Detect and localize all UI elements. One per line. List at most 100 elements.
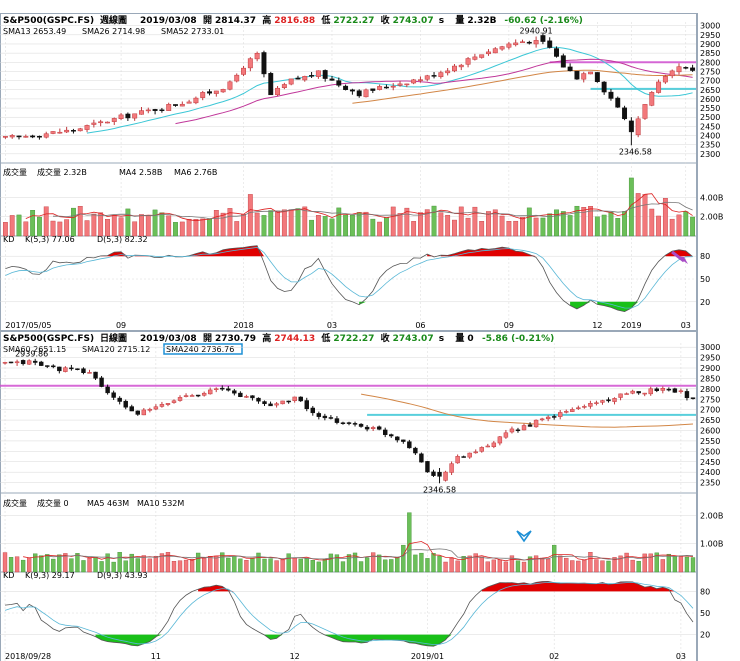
daily-candle <box>449 463 454 473</box>
daily-candle <box>57 366 62 372</box>
weekly-candle <box>601 81 607 93</box>
weekly-volume-bar <box>152 209 158 237</box>
weekly-volume-bar <box>57 221 63 237</box>
daily-candle <box>316 413 322 417</box>
weekly-candle <box>200 92 206 98</box>
daily-volume-bar <box>20 559 26 573</box>
daily-candle <box>81 368 86 373</box>
weekly-volume-bar <box>690 216 696 237</box>
weekly-volume-bar <box>533 217 539 237</box>
daily-volume-bar <box>389 559 394 573</box>
daily-candle <box>207 389 213 395</box>
weekly-candle <box>77 128 83 132</box>
daily-candle <box>642 392 647 395</box>
weekly-candle <box>179 103 185 107</box>
weekly-kd-ytick: 50 <box>700 275 710 284</box>
weekly-volume-bar <box>302 206 308 237</box>
daily-annotation-1: 2346.58 <box>423 485 456 494</box>
daily-volume-bar <box>491 559 496 573</box>
daily-volume-bar <box>576 560 581 573</box>
daily-candle <box>328 417 334 419</box>
daily-volume-bar <box>304 558 309 573</box>
daily-volume-bar <box>545 558 551 573</box>
weekly-volume-bar <box>397 213 403 237</box>
daily-candle <box>648 388 653 395</box>
daily-candle <box>594 402 599 404</box>
weekly-header-close: 2743.07 <box>393 16 434 26</box>
daily-candle <box>606 399 611 402</box>
weekly-candle <box>2 136 8 138</box>
weekly-candle <box>43 133 49 138</box>
daily-volume-bar <box>618 555 623 573</box>
weekly-vol-legend-0: 成交量 <box>3 167 27 177</box>
weekly-candle <box>377 86 383 90</box>
weekly-volume-bar <box>547 213 553 237</box>
daily-volume-bar <box>292 557 297 573</box>
weekly-candle <box>152 109 158 111</box>
daily-volume-bar <box>268 558 273 573</box>
weekly-volume-bar <box>424 209 430 237</box>
weekly-candle <box>36 135 42 138</box>
daily-candles <box>2 358 696 484</box>
weekly-header-open_label: 開 <box>203 15 212 26</box>
weekly-candle <box>649 92 655 106</box>
daily-candle <box>666 388 672 391</box>
daily-volume-bar <box>600 560 605 573</box>
daily-volume-bar <box>129 553 134 573</box>
weekly-volume-bar <box>159 212 165 237</box>
weekly-volume-bar <box>601 214 607 237</box>
daily-volume-bar <box>624 552 629 573</box>
weekly-candle <box>690 67 696 71</box>
daily-volume-bar <box>401 544 406 573</box>
daily-candle <box>99 377 104 387</box>
weekly-volume-bar <box>499 215 505 237</box>
daily-candle <box>147 408 153 411</box>
daily-volume-bar <box>147 558 153 573</box>
daily-ytick: 2700 <box>700 406 720 415</box>
weekly-volume-bar <box>309 219 314 237</box>
daily-volume-bar <box>358 561 364 573</box>
weekly-volume-bar <box>275 210 280 237</box>
weekly-candle <box>254 52 260 60</box>
daily-candle <box>334 418 340 423</box>
weekly-ytick: 2350 <box>700 141 720 150</box>
daily-ma-line-0 <box>361 393 694 428</box>
daily-candle <box>39 361 44 366</box>
daily-vol-legend-2: MA5 463M <box>87 499 129 508</box>
daily-candle <box>26 360 32 365</box>
weekly-candle <box>329 78 335 81</box>
weekly-volume-bar <box>186 218 192 237</box>
daily-candle <box>401 439 406 442</box>
daily-header-date: 2019/03/08 <box>140 334 197 344</box>
daily-candle <box>672 388 678 393</box>
daily-candle <box>618 393 623 398</box>
weekly-volume-bar <box>506 221 512 237</box>
weekly-header-close_label: 收 <box>381 14 390 26</box>
weekly-candle <box>588 71 594 75</box>
weekly-volume-bar <box>200 218 206 237</box>
weekly-volume-bar <box>254 212 260 237</box>
daily-volume-bar <box>232 555 237 573</box>
daily-volume-bar <box>340 561 346 573</box>
daily-candle <box>382 429 388 435</box>
daily-volume-bar <box>346 554 352 573</box>
weekly-volume-bar <box>676 214 682 237</box>
weekly-ytick: 2400 <box>700 132 720 141</box>
weekly-candle <box>315 70 321 77</box>
weekly-candle <box>275 87 281 96</box>
daily-volume-bar <box>69 558 74 573</box>
weekly-volume-bar <box>213 210 219 237</box>
weekly-volume-bar <box>540 217 546 237</box>
weekly-candle <box>533 40 539 45</box>
daily-ytick: 2350 <box>700 479 720 488</box>
daily-volume-bar <box>570 560 575 573</box>
weekly-candle <box>50 131 56 134</box>
daily-kd-legend-0: KD <box>3 571 14 580</box>
weekly-ytick: 2550 <box>700 104 720 113</box>
daily-kd-legend-2: D(9,3) 43.93 <box>97 571 148 580</box>
weekly-kd-ytick: 80 <box>700 252 710 261</box>
daily-volume-bar <box>334 554 340 573</box>
weekly-candle <box>70 130 76 132</box>
daily-vol-legend-0: 成交量 <box>3 498 27 508</box>
daily-kd-legend-1: K(9,3) 29.17 <box>25 571 75 580</box>
